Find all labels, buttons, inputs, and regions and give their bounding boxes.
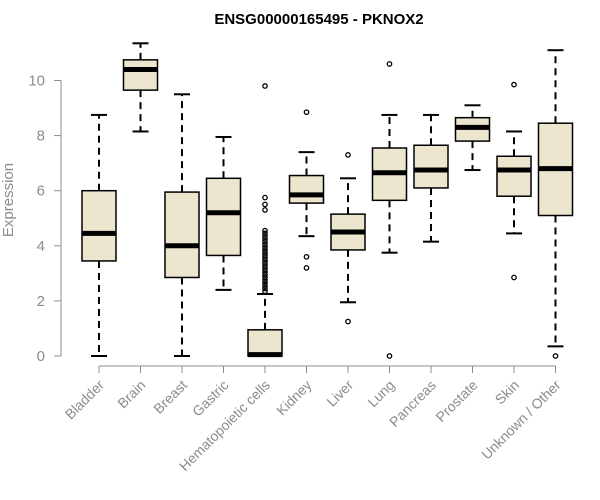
x-tick-label: Prostate [432,377,480,425]
outlier-point [262,271,268,278]
outlier-point [386,61,393,67]
x-tick-label: Liver [323,377,356,410]
x-tick-label: Bladder [62,377,108,423]
outlier-point [262,227,268,234]
outlier-point [262,252,268,259]
box-prostate [454,104,491,172]
box-brain [122,42,159,133]
outlier-point [262,277,268,284]
outlier-point [262,274,268,281]
box-iqr [205,177,242,257]
y-axis-label: Expression [0,163,17,237]
box-breast [164,93,200,357]
x-tick-label: Brain [114,377,148,411]
outlier-point [552,353,559,359]
outlier-point [262,280,268,286]
outlier-point [262,194,268,201]
outlier-point [262,285,268,292]
box-skin [496,81,532,281]
outlier-point [262,238,268,245]
outlier-point [303,264,310,271]
box-iqr [164,191,200,279]
outlier-point [262,244,268,251]
box-iqr [81,189,117,262]
y-tick-label: 6 [37,183,45,200]
outlier-point [262,255,268,262]
x-tick-label: Breast [150,377,190,417]
outlier-point [262,236,268,242]
outlier-point [262,207,268,213]
box-gastric [205,135,242,291]
x-tick-label: Skin [492,377,523,408]
y-tick-label: 4 [37,238,45,255]
outlier-point [262,269,268,275]
y-axis: 0 2 4 6 8 10 [28,73,62,365]
outlier-point [303,109,310,116]
outlier-point [262,201,268,208]
outlier-point [511,81,517,88]
box-lung [371,61,408,359]
outlier-point [262,249,268,256]
outlier-point [262,266,268,273]
x-tick-label: Lung [364,377,397,410]
x-tick-label: Unknown / Other [478,377,564,463]
outlier-point [262,233,268,240]
box-iqr [288,174,325,204]
box-bladder [81,113,117,357]
outlier-point [262,258,268,264]
outlier-point [262,241,268,248]
y-tick-label: 8 [37,128,45,145]
box-iqr [413,144,449,189]
box-liver [330,152,366,325]
box-iqr [247,329,283,357]
x-tick-label: Kidney [273,377,315,419]
box-iqr [122,59,159,91]
box-hematopoietic-cells [247,83,283,358]
outlier-point [345,318,351,325]
outlier-point [262,247,268,253]
chart-title: ENSG00000165495 - PKNOX2 [214,11,423,28]
outlier-point [262,83,268,89]
box-unknown-other [537,49,574,359]
outlier-point [262,288,268,295]
boxes [81,42,574,359]
box-pancreas [413,113,449,243]
outlier-point [303,253,310,260]
box-kidney [288,109,325,271]
y-tick-label: 10 [28,73,45,90]
outlier-point [386,353,393,359]
box-iqr [496,155,532,197]
outlier-point [345,152,351,158]
outlier-point [262,282,268,289]
y-tick-label: 0 [37,348,45,365]
y-tick-label: 2 [37,293,45,310]
outlier-point [511,274,517,281]
outlier-point [262,260,268,267]
outlier-point [262,263,268,270]
outlier-point [262,230,268,237]
